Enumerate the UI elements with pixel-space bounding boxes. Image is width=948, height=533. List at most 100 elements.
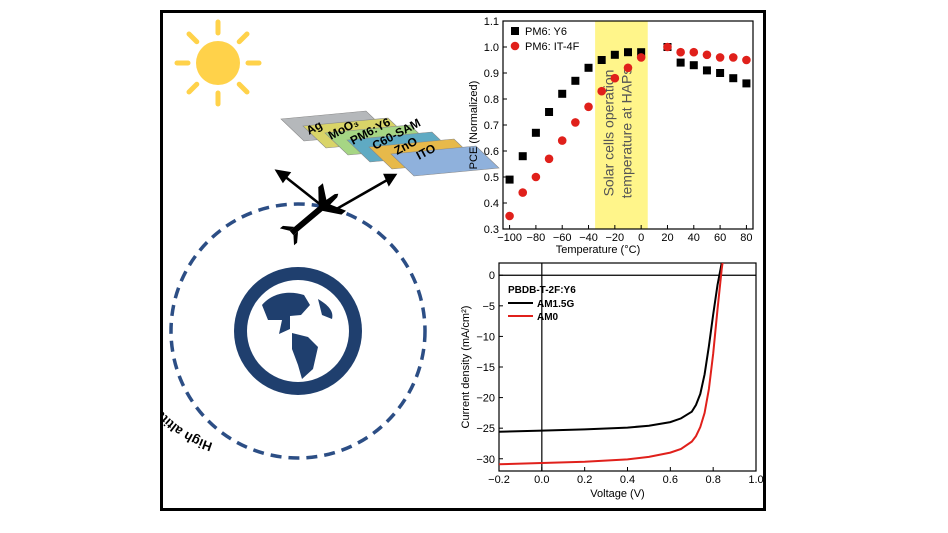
- y-tick-label: 0.5: [484, 172, 499, 184]
- data-point-pm6-it4f: [610, 73, 620, 83]
- x-tick-label: −60: [553, 232, 572, 244]
- y-tick-label: −10: [476, 331, 495, 343]
- data-point-pm6-it4f: [531, 172, 541, 182]
- x-tick-label: 0: [638, 232, 644, 244]
- connector-arrows: [274, 169, 398, 213]
- legend-marker: [511, 27, 519, 35]
- legend-label: PM6: Y6: [525, 26, 567, 38]
- y-tick-label: 0.4: [484, 198, 499, 210]
- legend-label: PM6: IT-4F: [525, 41, 580, 53]
- sun-ray: [186, 31, 200, 45]
- y-tick-label: 0.6: [484, 146, 499, 158]
- jv-curve-chart: −0.2 0.0 0.2 0.4 0.6 0.8 1.0 0 −5 −10 −15 −20 −25 −30…: [460, 262, 764, 500]
- y-axis-label: PCE (Normalized): [468, 81, 480, 170]
- data-point-pm6-it4f: [584, 102, 593, 112]
- globe-icon: [234, 267, 362, 395]
- y-tick-label: 0.8: [484, 94, 499, 106]
- data-point-pm6-it4f: [518, 188, 528, 197]
- x-tick-label: 80: [740, 232, 752, 244]
- legend-label: AM0: [537, 312, 559, 323]
- x-tick-label: 0.4: [620, 474, 635, 486]
- x-tick-label: 40: [688, 232, 700, 244]
- y-tick-label: −30: [476, 454, 495, 466]
- y-tick-label: 1.0: [484, 42, 499, 54]
- data-point-pm6-y6: [597, 56, 606, 64]
- data-point-pm6-y6: [729, 74, 738, 83]
- data-point-pm6-y6: [571, 76, 580, 85]
- data-point-pm6-it4f: [597, 86, 606, 96]
- data-point-pm6-y6: [624, 48, 632, 57]
- pce-temperature-chart: −100 −80 −60 −40 −20 0 20 40 60 80 0.3 0.4 0.5 0.6 0.7…: [468, 16, 754, 256]
- data-point-pm6-y6: [558, 89, 567, 98]
- x-tick-label: 0.6: [663, 474, 678, 486]
- data-point-pm6-it4f: [557, 136, 567, 145]
- figure-frame: High altitude platform station AgMoO₃PM6…: [120, 10, 766, 511]
- device-layer: [390, 145, 500, 177]
- x-tick-label: −20: [606, 232, 625, 244]
- x-tick-label: 0.2: [577, 474, 592, 486]
- data-point-pm6-it4f: [702, 50, 712, 60]
- data-point-pm6-y6: [518, 152, 527, 161]
- x-tick-label: −40: [579, 232, 598, 244]
- data-point-pm6-it4f: [544, 154, 554, 164]
- y-tick-label: 0.3: [484, 224, 499, 236]
- annotation-text: temperature at HAPs: [618, 68, 634, 199]
- sun-icon: [174, 19, 262, 107]
- data-point-pm6-y6: [545, 108, 554, 116]
- y-tick-label: −25: [476, 423, 495, 435]
- annotation-text: Solar cells operation: [600, 70, 616, 197]
- jv-series-am0: [499, 263, 724, 466]
- x-tick-label: 0.8: [706, 474, 721, 486]
- x-axis-label: Voltage (V): [590, 488, 644, 500]
- data-point-pm6-it4f: [715, 53, 725, 62]
- data-point-pm6-it4f: [623, 63, 633, 73]
- data-point-pm6-y6: [716, 69, 725, 77]
- sun-ray: [236, 81, 250, 95]
- data-point-pm6-y6: [702, 66, 711, 75]
- x-tick-label: −80: [527, 232, 546, 244]
- data-point-pm6-y6: [676, 58, 685, 67]
- sun-ray: [186, 81, 200, 95]
- orbit-label: High altitude platform station: [163, 295, 214, 454]
- data-point-pm6-y6: [610, 50, 619, 59]
- airplane-icon: [279, 183, 347, 246]
- data-point-pm6-it4f: [636, 53, 646, 62]
- y-tick-label: −15: [476, 362, 495, 374]
- y-tick-label: 0.9: [484, 68, 499, 80]
- orbit-ring: [169, 202, 427, 460]
- data-point-pm6-it4f: [689, 47, 699, 57]
- y-tick-label: 1.1: [484, 16, 499, 28]
- y-tick-label: 0: [489, 270, 495, 282]
- data-point-pm6-it4f: [742, 55, 751, 65]
- x-tick-label: −0.2: [488, 474, 510, 486]
- graphical-abstract: High altitude platform station AgMoO₃PM6…: [120, 16, 764, 500]
- layer-label: Ag: [304, 118, 325, 138]
- legend-marker: [510, 41, 520, 51]
- data-point-pm6-y6: [584, 63, 593, 72]
- x-tick-label: 20: [661, 232, 673, 244]
- data-point-pm6-it4f: [676, 47, 685, 57]
- x-tick-label: −100: [497, 232, 522, 244]
- data-point-pm6-y6: [689, 61, 698, 70]
- x-tick-label: 1.0: [748, 474, 763, 486]
- y-axis-label: Current density (mA/cm²): [460, 306, 472, 429]
- data-point-pm6-it4f: [728, 53, 738, 62]
- data-point-pm6-y6: [505, 175, 514, 184]
- sun-ray: [236, 31, 250, 45]
- x-tick-label: 60: [714, 232, 726, 244]
- legend-label: AM1.5G: [537, 299, 574, 310]
- data-point-pm6-y6: [531, 128, 540, 137]
- data-point-pm6-y6: [742, 79, 751, 88]
- data-point-pm6-it4f: [663, 42, 672, 52]
- x-tick-label: 0.0: [534, 474, 549, 486]
- data-point-pm6-it4f: [571, 118, 580, 127]
- y-tick-label: 0.7: [484, 120, 499, 132]
- data-point-pm6-it4f: [505, 211, 514, 221]
- y-tick-label: −20: [476, 393, 495, 405]
- x-axis-label: Temperature (°C): [556, 244, 640, 256]
- jv-series-am1-5g: [499, 263, 723, 433]
- y-tick-label: −5: [482, 301, 495, 313]
- chart-title: PBDB-T-2F:Y6: [508, 285, 576, 296]
- data-point-pm6-y6: [637, 48, 646, 57]
